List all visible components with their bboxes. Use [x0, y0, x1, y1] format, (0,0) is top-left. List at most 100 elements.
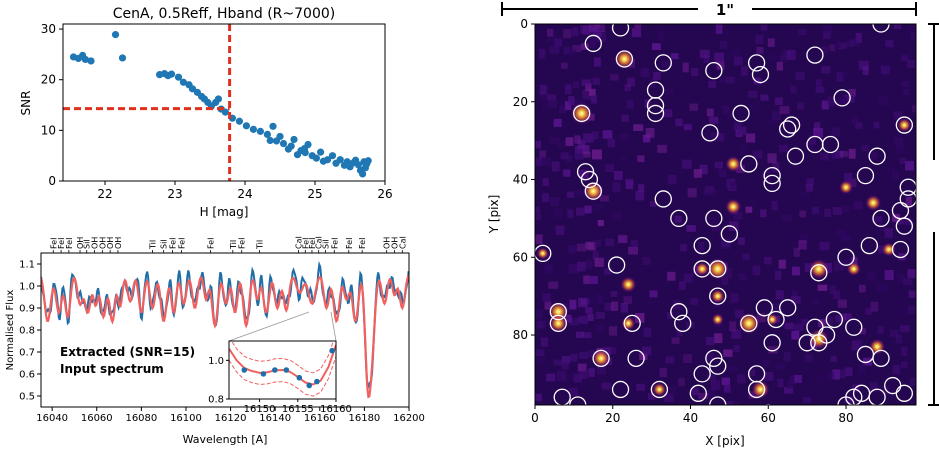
- noise-pixel: [572, 45, 582, 53]
- detection-circle: [895, 217, 913, 235]
- snr-x-axis-label: H [mag]: [200, 205, 249, 219]
- noise-pixel: [610, 290, 618, 298]
- noise-pixel: [903, 88, 910, 95]
- noise-pixel: [885, 40, 894, 48]
- noise-pixel: [725, 76, 735, 84]
- noise-pixel: [718, 324, 727, 332]
- noise-pixel: [617, 234, 628, 244]
- noise-pixel: [706, 108, 714, 117]
- snr-y-ticks: 0 10 20 30: [41, 22, 63, 188]
- noise-pixel: [703, 55, 710, 64]
- detection-circle: [899, 178, 916, 196]
- noise-pixel: [845, 367, 853, 377]
- snr-point: [111, 31, 120, 39]
- detection-circle: [895, 384, 913, 402]
- noise-pixel: [801, 318, 809, 325]
- noise-pixel: [579, 351, 589, 360]
- noise-pixel: [647, 393, 656, 400]
- noise-pixel: [575, 189, 582, 196]
- noise-pixel: [582, 97, 590, 106]
- noise-pixel: [583, 275, 591, 284]
- spectral-line-label: FeI: [57, 238, 66, 249]
- noise-pixel: [727, 365, 738, 372]
- bright-source: [808, 258, 829, 279]
- snr-point: [269, 122, 277, 130]
- noise-pixel: [769, 53, 778, 61]
- detection-circle: [569, 396, 587, 405]
- noise-pixel: [548, 281, 559, 289]
- bright-source: [614, 48, 635, 69]
- detection-circle: [782, 116, 801, 134]
- noise-pixel: [596, 366, 607, 375]
- noise-pixel: [645, 127, 655, 138]
- noise-pixel: [562, 373, 570, 384]
- detection-circle: [705, 62, 723, 80]
- noise-pixel: [880, 65, 890, 75]
- spectrum-y-tick-label: 1.1: [19, 260, 35, 271]
- noise-pixel: [835, 315, 845, 323]
- spectrum-y-tick-label: 1.0: [19, 282, 35, 293]
- noise-pixel: [657, 144, 667, 153]
- noise-pixel: [569, 317, 580, 326]
- noise-pixel: [822, 30, 831, 39]
- detection-circle: [705, 209, 723, 228]
- noise-pixel: [546, 373, 556, 382]
- noise-pixel: [584, 205, 592, 214]
- image-x-ticks: 0 20 40 60 80: [531, 405, 854, 425]
- detection-circle: [584, 182, 602, 200]
- detection-circle: [709, 357, 727, 375]
- detection-circle: [747, 54, 766, 72]
- noise-pixel: [782, 50, 791, 58]
- snr-y-tick-label: 30: [41, 22, 56, 36]
- noise-pixel: [664, 88, 674, 95]
- noise-pixel: [886, 167, 896, 174]
- noise-pixel: [827, 96, 835, 106]
- detection-circle: [751, 65, 770, 84]
- snr-x-tick-label: 24: [237, 187, 252, 201]
- noise-pixel: [557, 140, 566, 149]
- noise-pixel: [582, 25, 592, 36]
- detection-circle: [740, 155, 758, 173]
- noise-pixel: [905, 197, 912, 207]
- noise-pixel: [659, 368, 667, 377]
- noise-pixel: [561, 62, 568, 69]
- inset-extracted-point: [306, 382, 313, 389]
- noise-pixel: [897, 217, 904, 225]
- noise-pixel: [597, 219, 604, 227]
- detection-circle: [806, 46, 824, 64]
- detection-circle: [872, 349, 890, 367]
- noise-pixel: [577, 261, 586, 272]
- detection-circle: [740, 314, 758, 333]
- noise-pixel: [837, 42, 847, 50]
- noise-pixel: [574, 135, 581, 144]
- noise-pixel: [771, 200, 778, 211]
- noise-pixel: [544, 301, 552, 310]
- noise-pixel: [607, 346, 617, 354]
- noise-pixel: [821, 66, 831, 74]
- noise-pixel: [587, 350, 596, 357]
- noise-pixel: [719, 168, 727, 178]
- noise-pixel: [698, 393, 709, 400]
- image-y-tick-label: 80: [513, 328, 528, 342]
- noise-pixel: [691, 68, 699, 77]
- spectral-line-label: FeI: [345, 238, 354, 249]
- noise-pixel: [605, 238, 615, 247]
- spectrum-plot-area: [41, 260, 409, 399]
- noise-pixel: [588, 368, 595, 377]
- detection-circle: [763, 334, 781, 352]
- noise-pixel: [771, 111, 781, 120]
- inset-y-tick-label: 1.0: [208, 356, 224, 367]
- noise-pixel: [801, 191, 810, 199]
- snr-y-tick-label: 10: [41, 123, 56, 137]
- noise-pixel: [548, 100, 558, 109]
- image-panel: 1" 1" 0 20 40 60 80 0 20 40 60 80 X [pix] Y [pix…: [487, 1, 939, 448]
- noise-pixel: [535, 158, 544, 166]
- inset-connector-left: [228, 311, 310, 342]
- detection-circle: [627, 349, 645, 367]
- noise-pixel: [748, 103, 758, 112]
- noise-pixel: [631, 28, 642, 38]
- noise-pixel: [553, 208, 563, 218]
- spectrum-x-ticks: 16040 16060 16080 16100 16120 16140 16160 16180…: [36, 407, 425, 424]
- noise-pixel: [536, 321, 544, 328]
